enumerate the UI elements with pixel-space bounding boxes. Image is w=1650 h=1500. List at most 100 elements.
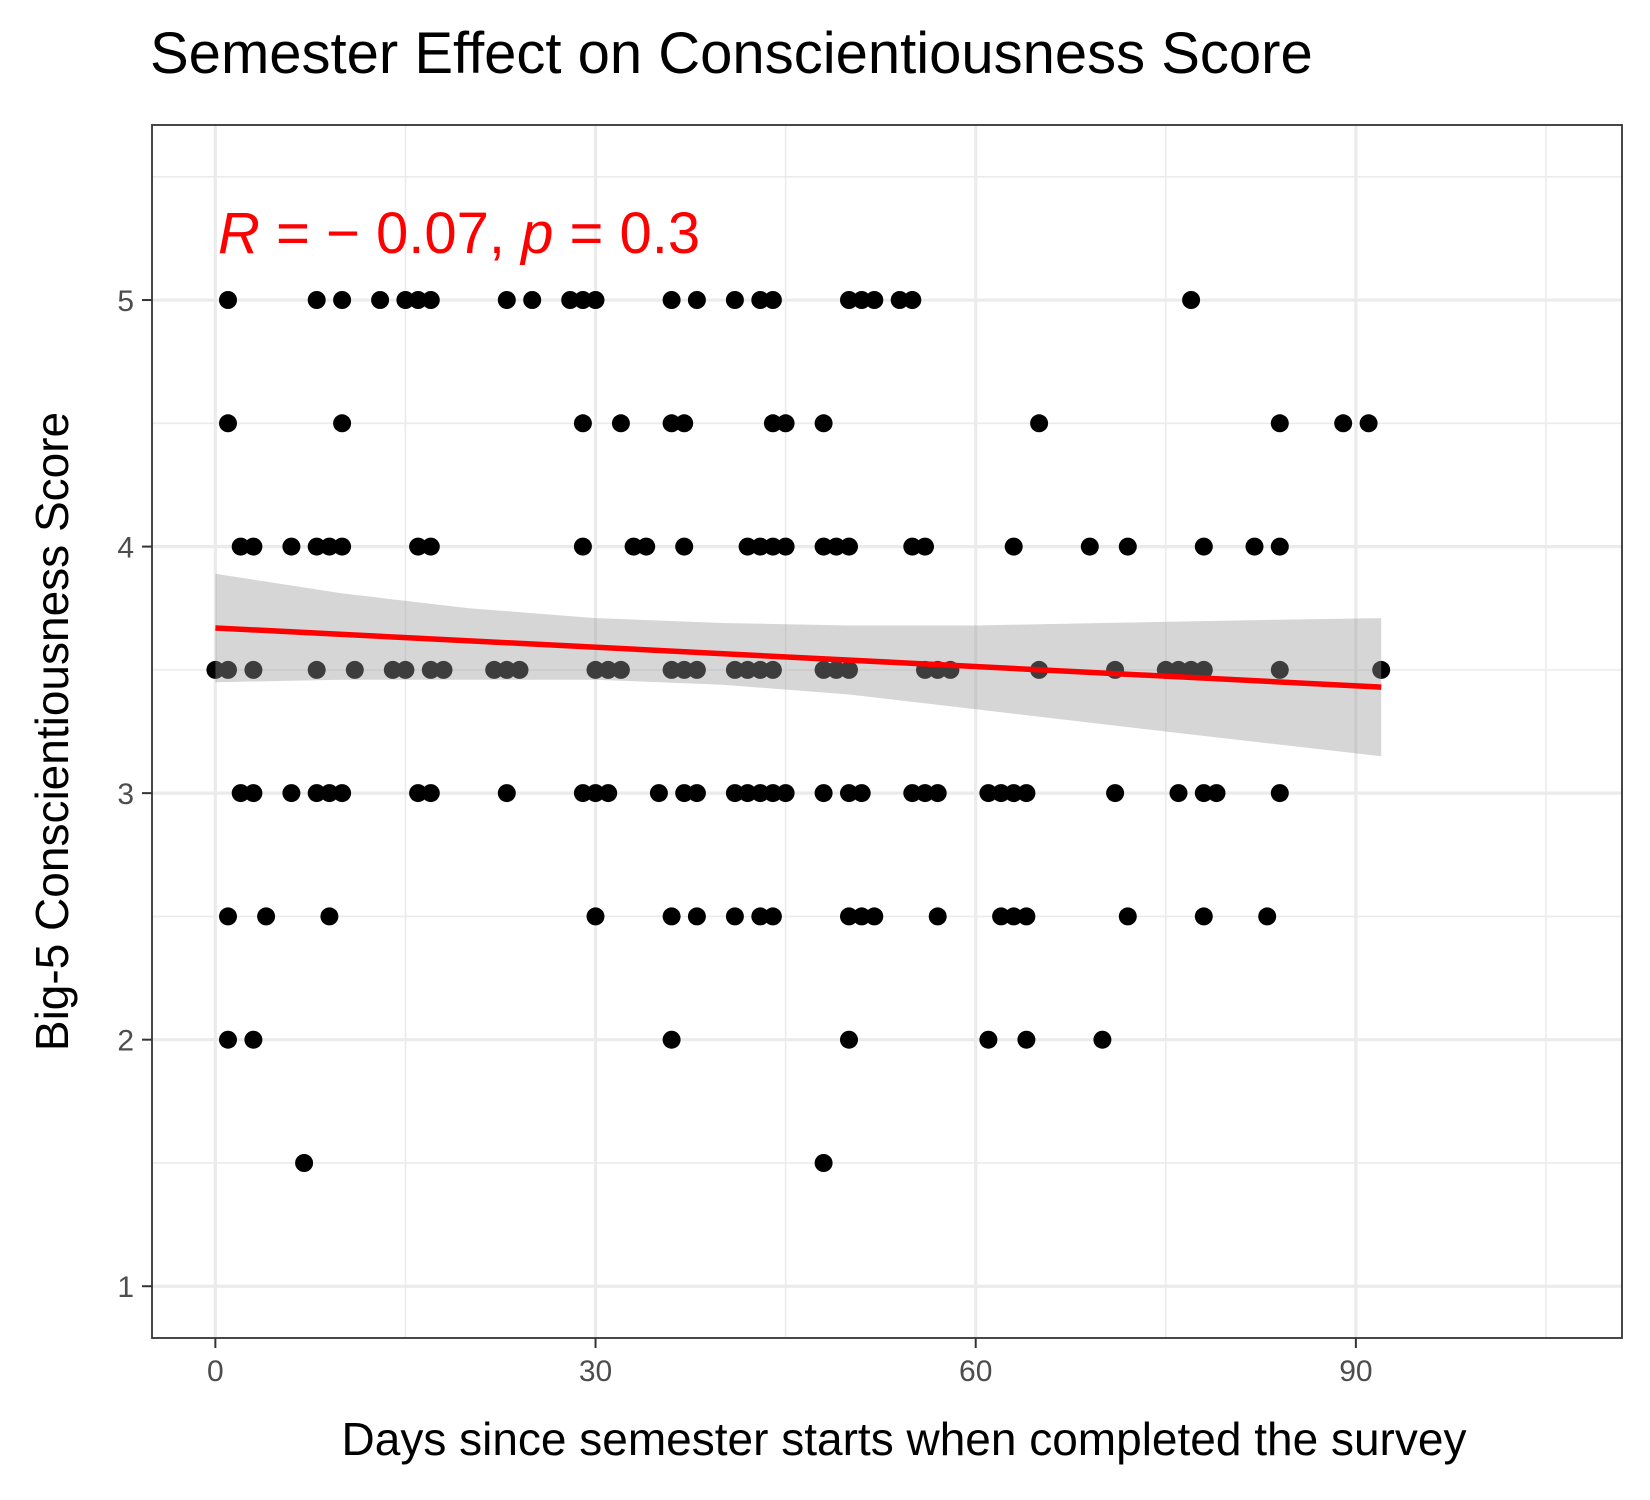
data-point	[333, 291, 352, 309]
data-point	[776, 414, 795, 433]
data-point	[320, 907, 339, 926]
data-point	[738, 784, 757, 803]
data-point	[1270, 784, 1289, 803]
regression-line	[215, 625, 1382, 690]
data-point	[219, 660, 237, 679]
data-point	[586, 660, 605, 679]
y-tick-label: 1	[117, 1271, 134, 1304]
data-point	[662, 907, 681, 926]
p-value: = 0.3	[553, 201, 700, 266]
data-point	[662, 414, 681, 433]
data-point	[725, 660, 744, 679]
data-point	[814, 1154, 833, 1172]
data-point	[1194, 784, 1213, 803]
data-point	[497, 660, 516, 679]
data-point	[840, 784, 858, 803]
data-point	[573, 291, 592, 309]
data-point	[840, 660, 858, 679]
data-point	[307, 537, 326, 556]
data-point	[573, 784, 592, 803]
data-point	[763, 414, 782, 433]
data-point	[1017, 907, 1036, 926]
data-point	[738, 537, 757, 556]
data-point	[840, 537, 858, 556]
data-point	[992, 784, 1011, 803]
data-point	[1207, 784, 1226, 803]
data-point	[257, 907, 276, 926]
data-point	[928, 907, 947, 926]
data-point	[738, 660, 757, 679]
data-point	[611, 660, 630, 679]
data-point	[1080, 537, 1099, 556]
data-point	[827, 660, 846, 679]
x-tick-label: 90	[1339, 1355, 1372, 1388]
data-point	[219, 907, 237, 926]
data-point	[725, 291, 744, 309]
data-point	[421, 660, 440, 679]
data-point	[1372, 660, 1391, 679]
data-point	[814, 537, 833, 556]
data-point	[992, 907, 1011, 926]
x-axis-title: Days since semester starts when complete…	[342, 1413, 1467, 1465]
data-point	[763, 537, 782, 556]
data-point	[586, 784, 605, 803]
data-point	[725, 907, 744, 926]
data-point	[1182, 291, 1201, 309]
data-point	[523, 291, 542, 309]
data-point	[763, 660, 782, 679]
y-tick-label: 5	[117, 285, 134, 318]
data-point	[852, 907, 871, 926]
data-point	[497, 291, 516, 309]
data-point	[852, 784, 871, 803]
data-point	[599, 784, 618, 803]
data-point	[320, 784, 339, 803]
data-point	[1017, 784, 1036, 803]
data-point	[421, 784, 440, 803]
data-point	[1118, 537, 1137, 556]
data-point	[890, 291, 909, 309]
data-point	[573, 537, 592, 556]
data-point	[421, 291, 440, 309]
data-point	[586, 291, 605, 309]
panel-border	[151, 124, 1623, 1339]
data-point	[611, 414, 630, 433]
data-point	[599, 660, 618, 679]
data-points	[206, 291, 1391, 1172]
data-point	[903, 291, 922, 309]
data-point	[865, 907, 884, 926]
data-point	[282, 784, 301, 803]
data-point	[320, 537, 339, 556]
regression-line-layer	[215, 625, 1382, 690]
data-point	[675, 784, 694, 803]
data-point	[1245, 537, 1264, 556]
data-point	[409, 784, 428, 803]
data-point	[916, 537, 934, 556]
data-point	[244, 784, 263, 803]
y-axis-title: Big-5 Conscientiousness Score	[26, 412, 78, 1051]
data-point	[751, 291, 770, 309]
data-point	[485, 660, 504, 679]
data-point	[776, 537, 795, 556]
data-point	[295, 1154, 314, 1172]
r-symbol: R	[218, 201, 260, 266]
data-point	[1169, 784, 1188, 803]
data-point	[865, 291, 884, 309]
data-point	[409, 537, 428, 556]
data-point	[675, 537, 694, 556]
data-point	[421, 537, 440, 556]
data-point	[1270, 537, 1289, 556]
confidence-band-layer	[215, 573, 1382, 757]
data-point	[497, 784, 516, 803]
data-point	[979, 784, 998, 803]
data-point	[814, 414, 833, 433]
p-symbol: p	[519, 201, 553, 266]
data-point	[916, 784, 934, 803]
data-point	[840, 291, 858, 309]
data-point	[231, 537, 250, 556]
data-point	[307, 291, 326, 309]
data-point	[282, 537, 301, 556]
data-point	[662, 1030, 681, 1049]
data-point	[219, 291, 237, 309]
data-point	[1004, 537, 1023, 556]
